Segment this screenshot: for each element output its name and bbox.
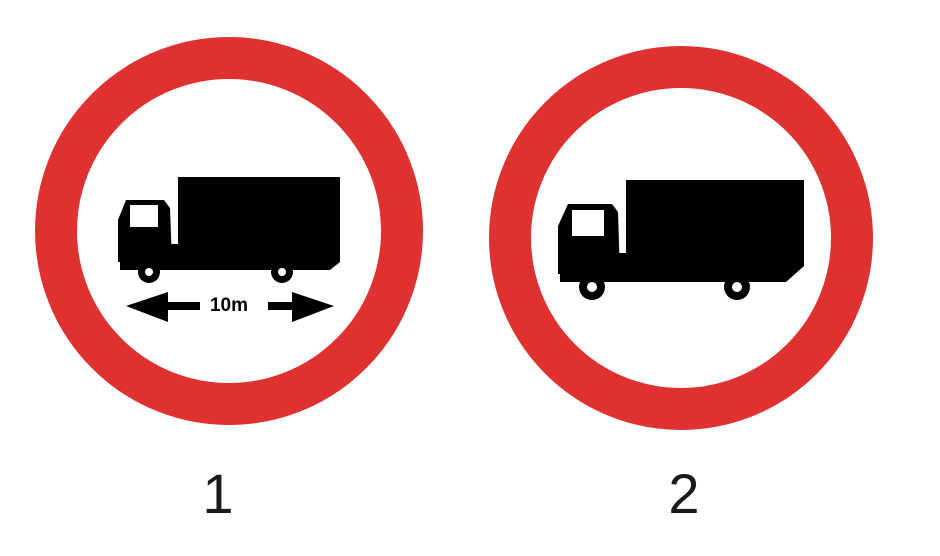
length-arrow-right-icon: [268, 292, 334, 322]
sign-1-length-label: 10m: [210, 295, 248, 316]
sign-2: [489, 46, 873, 430]
sign-1-number: 1: [202, 462, 234, 525]
truck-icon: [118, 177, 340, 283]
sign-2-number: 2: [668, 462, 700, 525]
sign-1: 10m: [35, 37, 423, 425]
truck-icon: [558, 180, 804, 300]
length-arrow-left-icon: [126, 292, 200, 322]
